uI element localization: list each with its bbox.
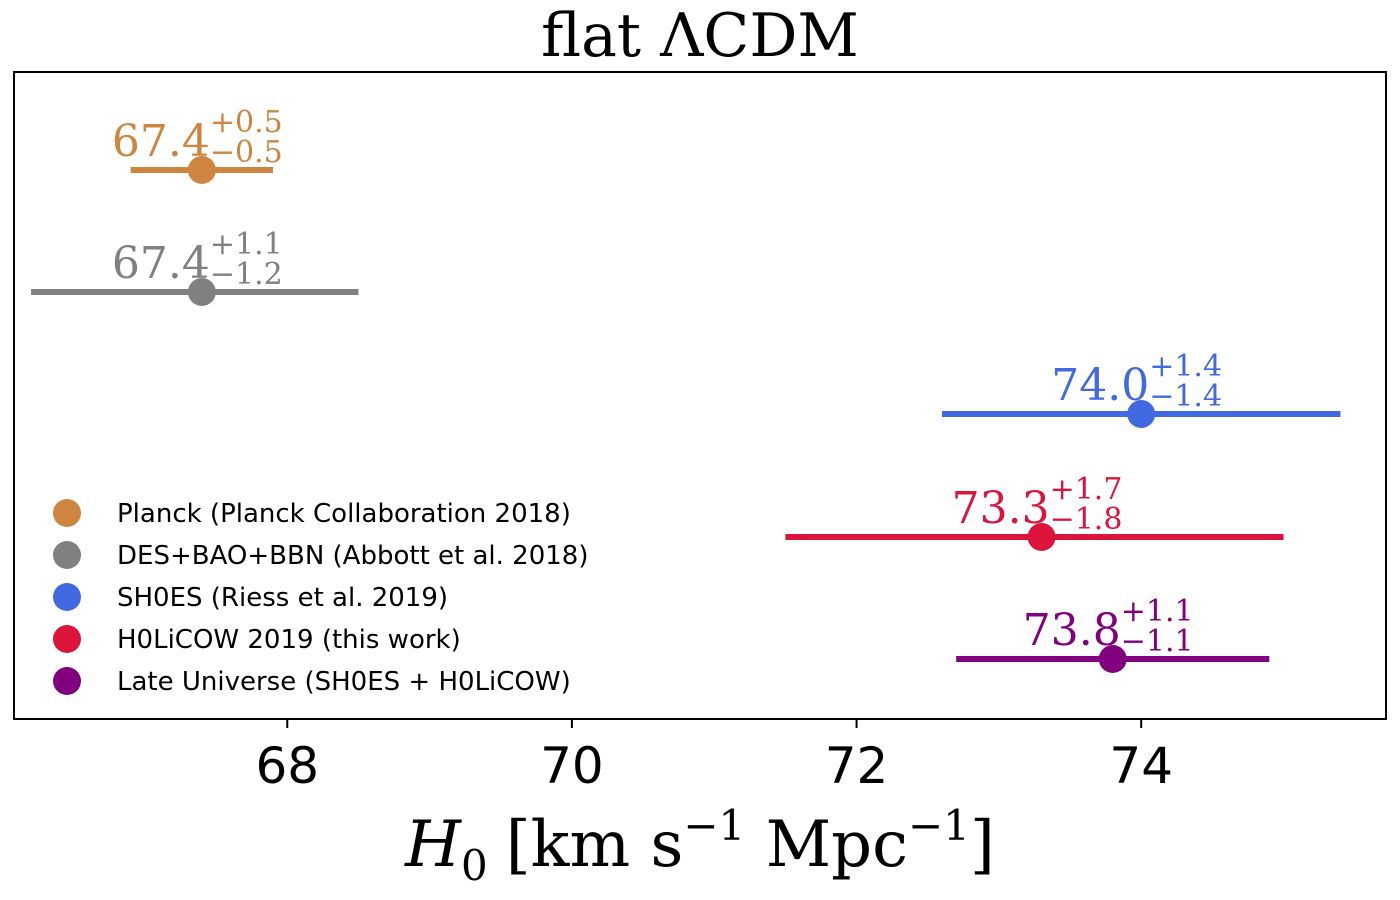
data-point [1027,523,1056,551]
x-axis-label-symbol: H [404,808,462,882]
lower-error-label: −1.8 [1050,502,1123,537]
x-axis-label-units-close: ] [970,808,995,882]
upper-error-label: +1.7 [1050,472,1123,507]
upper-error-label: +1.1 [1121,594,1194,629]
x-axis-label-units-open: [km s [506,808,684,882]
lower-error-label: −1.2 [210,257,283,292]
x-axis-label: H0 [km s−1 Mpc−1] [404,801,995,890]
upper-error-label: +1.1 [210,227,283,262]
x-axis-label-units-mid: Mpc [745,808,908,882]
lower-error-label: −1.4 [1149,379,1222,414]
legend-label: SH0ES (Riess et al. 2019) [117,583,448,613]
series-0-group: 67.4 +0.5−0.5 [112,105,283,184]
value-label: 73.8 [1023,605,1121,656]
legend-marker [53,541,81,569]
value-label: 67.4 [112,116,210,167]
data-point [1098,645,1127,673]
legend-marker [53,625,81,653]
data-point [187,278,216,306]
legend-label: H0LiCOW 2019 (this work) [117,625,461,655]
value-label: 74.0 [1051,360,1149,411]
x-tick-label: 72 [825,737,889,795]
data-point [1127,400,1156,428]
x-tick-label: 70 [540,737,604,795]
legend-label: DES+BAO+BBN (Abbott et al. 2018) [117,541,589,571]
series-3-group: 73.3 +1.7−1.8 [785,472,1284,551]
lower-error-label: −1.1 [1121,624,1194,659]
series-1-group: 67.4 +1.1−1.2 [31,227,359,306]
legend-marker [53,499,81,527]
upper-error-label: +1.4 [1149,349,1222,384]
plot-frame [13,71,1387,720]
chart-title: flat ΛCDM [541,1,859,71]
x-axis-label-subscript: 0 [461,841,488,890]
legend-marker [53,583,81,611]
x-axis-label-exp2: −1 [908,801,970,850]
value-label: 73.3 [952,483,1050,534]
upper-error-label: +0.5 [210,105,283,140]
legend: Planck (Planck Collaboration 2018) DES+BA… [53,499,589,697]
lower-error-label: −0.5 [210,135,283,170]
x-tick-label: 68 [255,737,319,795]
legend-marker [53,667,81,695]
legend-label: Planck (Planck Collaboration 2018) [117,499,571,529]
x-tick-label: 74 [1109,737,1173,795]
series-4-group: 73.8 +1.1−1.1 [956,594,1270,673]
data-point [187,156,216,184]
series-2-group: 74.0 +1.4−1.4 [941,349,1341,428]
legend-label: Late Universe (SH0ES + H0LiCOW) [117,667,571,697]
value-label: 67.4 [112,238,210,289]
x-axis-label-exp1: −1 [683,801,745,850]
